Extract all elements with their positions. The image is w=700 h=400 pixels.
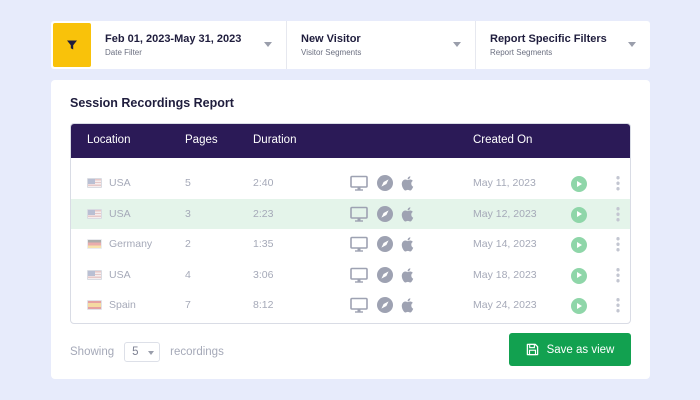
germany-flag-icon: [87, 239, 102, 249]
browser-icon: [376, 174, 394, 192]
column-location[interactable]: Location: [87, 134, 131, 146]
report-segment-label: Report Segments: [490, 48, 553, 57]
row-duration: 2:23: [253, 207, 274, 220]
date-filter-value: Feb 01, 2023-May 31, 2023: [105, 33, 242, 45]
save-as-view-label: Save as view: [546, 343, 615, 356]
kebab-icon[interactable]: [616, 297, 620, 313]
chevron-down-icon: [453, 42, 461, 47]
desktop-icon: [350, 205, 368, 223]
page-size-value: 5: [132, 346, 139, 358]
desktop-icon: [350, 296, 368, 314]
play-icon[interactable]: [571, 176, 587, 192]
chevron-down-icon: [264, 42, 272, 47]
showing-label: Showing: [70, 346, 115, 358]
row-created-on: May 11, 2023: [473, 177, 536, 189]
row-pages: 5: [185, 177, 191, 189]
us-flag-icon: [87, 208, 102, 219]
table-row[interactable]: USA 4 3:06 May 18, 2023: [71, 260, 630, 291]
filter-icon: [67, 40, 77, 50]
report-segment-dropdown[interactable]: Report Specific Filters Report Segments: [476, 21, 650, 69]
row-duration: 2:40: [253, 177, 274, 189]
browser-icon: [376, 296, 394, 314]
kebab-icon[interactable]: [616, 205, 620, 222]
chevron-down-icon: [148, 351, 155, 355]
apple-icon: [399, 266, 417, 284]
report-card: Session Recordings Report Location Pages…: [51, 80, 650, 379]
kebab-icon[interactable]: [616, 236, 620, 252]
date-filter-label: Date Filter: [105, 48, 142, 57]
chevron-down-icon: [628, 42, 636, 47]
apple-icon: [399, 235, 417, 253]
browser-icon: [376, 205, 394, 223]
spain-flag-icon: [87, 300, 102, 310]
play-icon[interactable]: [571, 237, 587, 253]
visitor-segment-dropdown[interactable]: New Visitor Visitor Segments: [287, 21, 476, 69]
page-size-control: Showing 5 recordings: [70, 342, 224, 362]
kebab-icon[interactable]: [616, 175, 620, 191]
row-location: Spain: [109, 299, 136, 311]
visitor-segment-label: Visitor Segments: [301, 48, 362, 57]
column-pages[interactable]: Pages: [185, 134, 218, 146]
play-icon[interactable]: [571, 298, 587, 314]
table-row[interactable]: USA 5 2:40 May 11, 2023: [71, 168, 630, 199]
row-location: Germany: [109, 238, 153, 250]
row-pages: 7: [185, 299, 191, 311]
row-location: USA: [109, 207, 131, 220]
column-duration[interactable]: Duration: [253, 134, 297, 146]
save-as-view-button[interactable]: Save as view: [509, 333, 631, 366]
recordings-label: recordings: [170, 346, 224, 358]
us-flag-icon: [87, 178, 102, 188]
desktop-icon: [350, 174, 368, 192]
table-row[interactable]: USA 3 2:23 May 12, 2023: [71, 198, 630, 229]
table-body: USA 5 2:40 May 11, 2023 USA 3 2:23 May 12, 2023…: [71, 168, 630, 321]
column-created-on[interactable]: Created On: [473, 134, 533, 146]
apple-icon: [399, 174, 417, 192]
browser-icon: [376, 266, 394, 284]
report-title: Session Recordings Report: [70, 96, 234, 110]
save-icon: [526, 343, 538, 356]
row-duration: 1:35: [253, 238, 274, 250]
filter-button[interactable]: [53, 23, 91, 67]
play-icon[interactable]: [571, 206, 587, 223]
row-duration: 3:06: [253, 268, 274, 281]
row-location: USA: [109, 177, 131, 189]
table-header: Location Pages Duration Created On: [71, 124, 630, 158]
row-created-on: May 24, 2023: [473, 299, 537, 311]
desktop-icon: [350, 266, 368, 284]
row-pages: 2: [185, 238, 191, 250]
row-duration: 8:12: [253, 299, 274, 311]
report-segment-value: Report Specific Filters: [490, 33, 607, 45]
play-icon[interactable]: [571, 267, 587, 284]
row-location: USA: [109, 268, 131, 281]
kebab-icon[interactable]: [616, 266, 620, 283]
apple-icon: [399, 205, 417, 223]
row-pages: 3: [185, 207, 191, 220]
page-size-select[interactable]: 5: [124, 342, 161, 362]
row-created-on: May 18, 2023: [473, 268, 537, 281]
filter-bar: Feb 01, 2023-May 31, 2023 Date Filter Ne…: [51, 21, 650, 69]
row-pages: 4: [185, 268, 191, 281]
browser-icon: [376, 235, 394, 253]
us-flag-icon: [87, 269, 102, 280]
recordings-table: Location Pages Duration Created On USA 5 2…: [70, 123, 631, 324]
date-filter-dropdown[interactable]: Feb 01, 2023-May 31, 2023 Date Filter: [91, 21, 287, 69]
visitor-segment-value: New Visitor: [301, 33, 361, 45]
row-created-on: May 14, 2023: [473, 238, 537, 250]
desktop-icon: [350, 235, 368, 253]
table-row[interactable]: Germany 2 1:35 May 14, 2023: [71, 229, 630, 260]
row-created-on: May 12, 2023: [473, 207, 537, 220]
apple-icon: [399, 296, 417, 314]
table-row[interactable]: Spain 7 8:12 May 24, 2023: [71, 290, 630, 321]
